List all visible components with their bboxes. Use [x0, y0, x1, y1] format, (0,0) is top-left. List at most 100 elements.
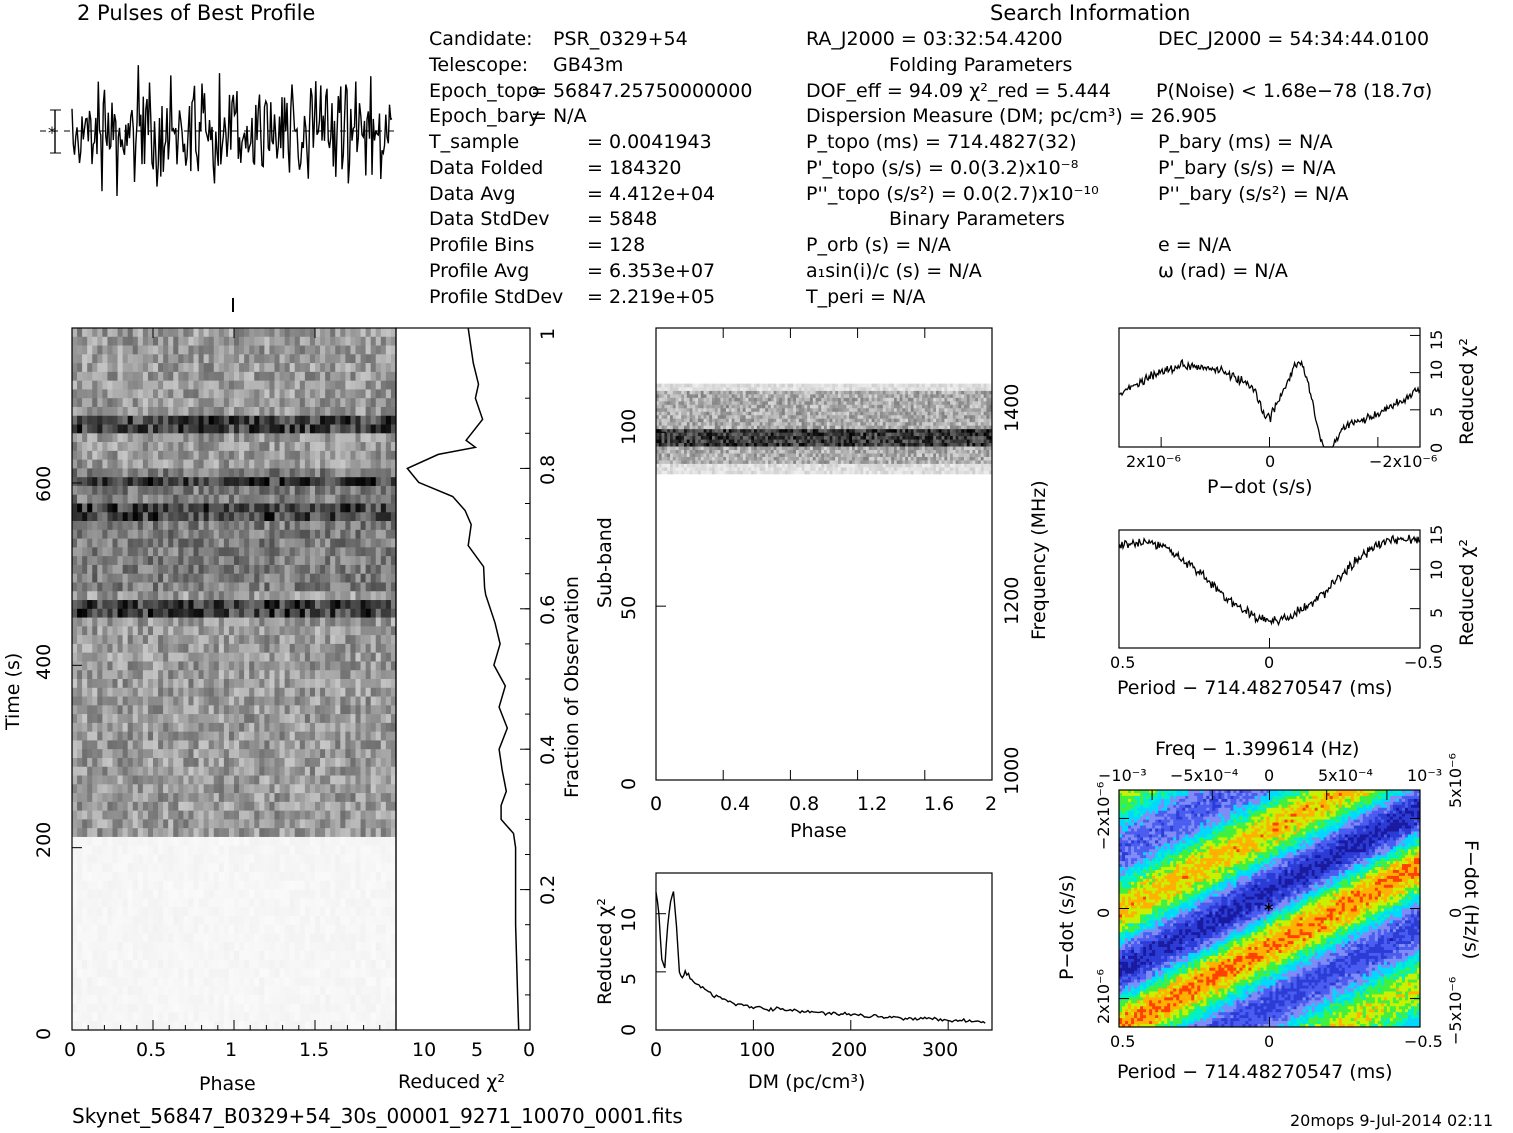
time-phase-cell — [188, 371, 194, 381]
time-phase-cell — [370, 968, 377, 978]
time-phase-cell — [294, 591, 301, 601]
time-phase-cell — [178, 415, 184, 425]
time-phase-cell — [289, 635, 296, 645]
time-phase-cell — [228, 643, 235, 653]
time-phase-cell — [168, 450, 174, 460]
time-phase-cell — [127, 986, 134, 996]
time-phase-cell — [335, 696, 341, 706]
time-phase-cell — [350, 547, 356, 557]
time-phase-cell — [385, 722, 392, 732]
time-phase-cell — [320, 477, 326, 487]
time-phase-cell — [269, 538, 275, 548]
time-phase-cell — [345, 485, 351, 496]
time-phase-cell — [213, 915, 220, 926]
time-phase-cell — [244, 538, 250, 548]
time-phase-cell — [102, 415, 108, 425]
time-phase-cell — [102, 529, 108, 539]
time-phase-cell — [142, 784, 149, 794]
time-phase-cell — [213, 951, 220, 961]
time-phase-cell — [213, 608, 220, 618]
time-phase-cell — [168, 731, 174, 741]
time-phase-cell — [249, 986, 255, 996]
time-phase-cell — [335, 389, 341, 399]
time-phase-cell — [360, 880, 366, 890]
time-phase-cell — [259, 354, 265, 364]
time-phase-cell — [107, 600, 113, 610]
time-phase-cell — [228, 380, 235, 390]
time-phase-cell — [153, 485, 159, 496]
time-phase-cell — [178, 793, 184, 803]
time-phase-cell — [269, 951, 275, 961]
time-phase-cell — [370, 828, 377, 838]
time-phase-cell — [355, 450, 361, 460]
time-phase-cell — [193, 354, 199, 364]
time-phase-cell — [269, 880, 275, 890]
time-phase-cell — [223, 845, 230, 855]
time-phase-cell — [173, 485, 179, 496]
time-phase-cell — [127, 819, 134, 829]
time-phase-cell — [82, 907, 88, 917]
time-phase-cell — [193, 801, 199, 811]
time-phase-cell — [92, 556, 98, 566]
time-phase-cell — [82, 494, 88, 504]
time-phase-cell — [375, 529, 382, 539]
time-phase-cell — [320, 547, 326, 557]
time-phase-cell — [294, 371, 301, 381]
time-phase-cell — [380, 784, 387, 794]
time-phase-cell — [223, 477, 230, 487]
time-phase-cell — [137, 933, 144, 943]
time-phase-cell — [299, 793, 306, 803]
time-phase-cell — [107, 608, 113, 618]
time-phase-cell — [249, 521, 255, 531]
time-phase-cell — [178, 494, 184, 504]
time-phase-cell — [132, 801, 139, 811]
time-phase-cell — [107, 915, 113, 926]
time-phase-cell — [365, 556, 371, 566]
time-phase-cell — [289, 371, 296, 381]
time-phase-cell — [294, 608, 301, 618]
time-phase-cell — [279, 415, 285, 425]
time-phase-cell — [340, 529, 346, 539]
time-phase-cell — [203, 898, 209, 908]
time-phase-cell — [345, 757, 351, 768]
time-phase-cell — [188, 749, 194, 759]
time-phase-cell — [107, 582, 113, 592]
time-phase-cell — [153, 898, 159, 908]
time-phase-cell — [254, 994, 260, 1004]
time-phase-cell — [345, 968, 351, 978]
time-phase-cell — [315, 679, 321, 689]
time-phase-cell — [239, 968, 245, 978]
time-phase-cell — [223, 924, 230, 934]
time-phase-cell — [137, 433, 144, 443]
time-phase-cell — [320, 591, 326, 601]
time-phase-cell — [208, 477, 215, 487]
time-phase-cell — [142, 582, 149, 592]
time-phase-cell — [340, 354, 346, 364]
time-phase-cell — [102, 793, 108, 803]
time-phase-cell — [360, 907, 366, 917]
time-phase-cell — [289, 942, 296, 952]
time-phase-cell — [87, 757, 93, 768]
time-phase-cell — [320, 529, 326, 539]
time-phase-cell — [107, 547, 113, 557]
time-phase-cell — [198, 626, 204, 636]
time-phase-cell — [249, 512, 255, 522]
time-phase-cell — [360, 810, 366, 820]
time-phase-cell — [355, 933, 361, 943]
time-phase-cell — [203, 617, 209, 627]
time-phase-cell — [213, 836, 220, 847]
time-phase-cell — [142, 793, 149, 803]
time-phase-cell — [198, 635, 204, 645]
time-phase-cell — [380, 994, 387, 1004]
time-phase-cell — [284, 915, 290, 926]
time-phase-cell — [137, 371, 144, 381]
time-phase-cell — [183, 661, 189, 671]
time-phase-cell — [77, 863, 83, 873]
time-phase-cell — [360, 731, 366, 741]
time-phase-cell — [365, 880, 371, 890]
time-phase-cell — [132, 652, 139, 662]
time-phase-cell — [350, 828, 356, 838]
time-phase-cell — [153, 880, 159, 890]
time-phase-cell — [163, 371, 169, 381]
time-phase-cell — [183, 433, 189, 443]
